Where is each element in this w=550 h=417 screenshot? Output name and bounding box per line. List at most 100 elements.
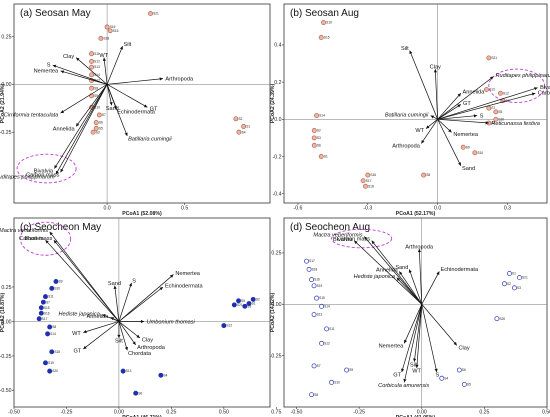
- x-axis-label: PCoA1 (41.05%): [396, 415, 436, 417]
- sample-point-label: S6: [317, 143, 321, 147]
- sample-point-label: S13: [94, 65, 100, 69]
- x-tick-label: -0.3: [363, 206, 372, 212]
- vector-label: Arthropoda: [392, 144, 421, 150]
- sample-point: [319, 303, 325, 309]
- vector-arrowhead: [124, 132, 128, 137]
- sample-point: [493, 116, 499, 122]
- sample-point: [47, 368, 53, 374]
- vector-arrow: [75, 57, 108, 85]
- vector-arrow: [416, 304, 423, 368]
- vector-label: GT: [73, 349, 81, 355]
- vector-label: Clay: [458, 345, 469, 351]
- sample-point: [363, 183, 368, 189]
- vector-arrowhead: [417, 248, 421, 253]
- plot-frame: [283, 3, 548, 204]
- y-tick-label: -0.25: [0, 354, 12, 360]
- vector-arrow: [434, 69, 438, 120]
- vector-arrow: [54, 84, 108, 169]
- vector-arrowhead: [45, 240, 49, 244]
- vector-label: Silt: [124, 42, 132, 48]
- panel-title: (a) Seosan May: [20, 8, 91, 19]
- vector-arrowhead: [143, 104, 148, 108]
- vector-label: Echinodermata: [165, 283, 204, 289]
- x-tick-label: 0.50: [542, 410, 550, 416]
- vector-arrowhead: [425, 125, 430, 129]
- sample-point-label: S18: [54, 350, 60, 354]
- sample-point-label: S3: [247, 304, 251, 308]
- vector-arrowhead: [430, 115, 435, 119]
- sample-point: [314, 113, 320, 119]
- sample-point-label: S15: [44, 306, 50, 310]
- sample-point: [360, 178, 366, 184]
- sample-point: [38, 305, 44, 311]
- y-axis-label: PCoA2 (21.94%): [0, 83, 6, 123]
- sample-point-label: S10: [477, 151, 483, 155]
- sample-point-label: S1: [324, 155, 328, 159]
- vector-arrowhead: [128, 282, 133, 287]
- vector-arrow: [421, 119, 438, 144]
- y-tick-label: 0.25: [1, 285, 11, 291]
- sample-point: [107, 28, 113, 34]
- sample-point-label: S5: [498, 110, 502, 114]
- sample-point: [43, 294, 48, 300]
- sample-point-label: S6: [138, 391, 142, 395]
- x-tick-label: 0.25: [166, 410, 176, 416]
- x-tick-label: -0.50: [8, 410, 20, 416]
- sample-point: [89, 72, 95, 78]
- vector-label: S: [47, 62, 51, 68]
- vector-arrowhead: [399, 271, 403, 275]
- vector-arrowhead: [60, 70, 65, 74]
- sample-point-label: S15: [113, 29, 119, 33]
- sample-point-label: S4: [491, 121, 495, 125]
- vector-arrow: [437, 115, 478, 120]
- sample-point: [49, 349, 55, 355]
- sample-point: [47, 324, 53, 330]
- vector-arrowhead: [124, 346, 128, 351]
- vector-arrowhead: [473, 114, 478, 118]
- vector-arrow: [437, 119, 462, 166]
- vector-label: WT: [99, 53, 108, 59]
- vector-arrow: [363, 236, 423, 305]
- sample-point: [498, 90, 503, 96]
- sample-point: [104, 24, 110, 30]
- x-tick-label: 0.75: [271, 410, 281, 416]
- vector-label: Echinodermata: [117, 110, 156, 116]
- vector-label: S: [132, 278, 136, 284]
- vector-label: Batillaria cumingii: [385, 112, 429, 118]
- sample-point-label: S16: [110, 25, 116, 29]
- vector-arrowhead: [404, 339, 407, 344]
- vector-label: Mactra veneriformis: [0, 228, 48, 234]
- vector-arrowhead: [102, 57, 106, 61]
- sample-point-label: S21: [491, 56, 497, 60]
- sample-point: [96, 112, 102, 118]
- panel-4: (d) Seocheon Aug -0.50 -0.25 0.00 0.25 0.50 0.…: [270, 217, 550, 417]
- vector-label: Arthropoda: [405, 244, 434, 250]
- sample-point: [233, 116, 239, 122]
- sample-point: [516, 275, 522, 281]
- sample-point-label: S18: [368, 184, 374, 188]
- vector-arrow: [421, 304, 458, 346]
- sample-point: [246, 301, 252, 306]
- highlight-ellipse: [488, 68, 546, 104]
- sample-point-label: S12: [94, 60, 100, 64]
- sample-point-label: S7: [46, 300, 50, 304]
- vector-arrow: [413, 304, 423, 362]
- vector-arrowhead: [109, 101, 113, 106]
- sample-point: [501, 281, 507, 287]
- sample-point-label: S2: [256, 297, 260, 301]
- highlight-ellipse: [16, 153, 77, 184]
- x-tick-label: 0.0: [103, 206, 110, 212]
- vector-label: Sand: [462, 166, 475, 172]
- sample-point: [241, 124, 247, 129]
- sample-point: [250, 296, 256, 302]
- vector-arrow: [103, 57, 108, 85]
- sample-point-label: S12: [226, 324, 232, 328]
- vector-label: Carbon mass: [26, 173, 59, 179]
- vector-arrowhead: [140, 319, 145, 324]
- vector-label: Sand: [106, 106, 119, 112]
- panel-2: (b) Seosan Aug -0.6 -0.3 0.0 0.3 0.4 0.2 0.0 -0.…: [270, 3, 550, 217]
- sample-point-label: S18: [103, 37, 109, 41]
- sample-point-label: S6: [462, 368, 466, 372]
- sample-point-label: S17: [366, 179, 372, 183]
